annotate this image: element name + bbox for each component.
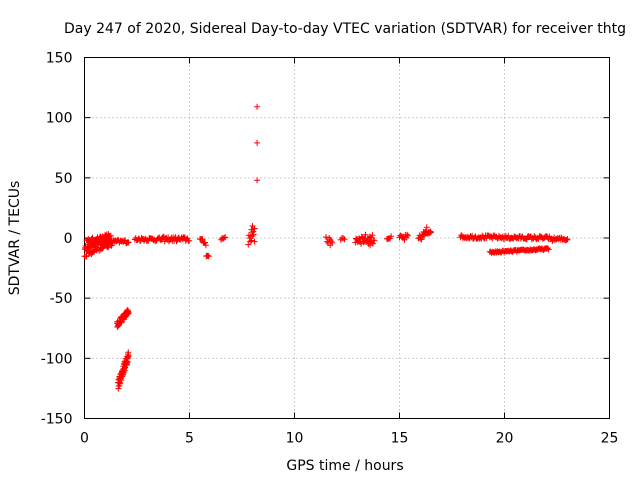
data-point <box>418 236 425 243</box>
y-tick-label: 0 <box>64 231 73 247</box>
data-point <box>199 236 206 243</box>
data-point <box>420 229 427 235</box>
data-point <box>564 236 571 243</box>
y-tick-label: -150 <box>41 412 73 428</box>
data-point <box>404 231 411 238</box>
data-point <box>254 177 261 184</box>
y-tick-label: -100 <box>41 351 73 367</box>
axis-ticks <box>84 57 610 419</box>
data-point <box>251 238 258 245</box>
x-tick-label: 10 <box>286 431 304 447</box>
data-point <box>388 233 395 240</box>
x-tick-label: 0 <box>80 431 89 447</box>
data-point <box>545 246 552 253</box>
y-tick-label: 150 <box>46 51 73 67</box>
data-point <box>248 226 255 233</box>
y-tick-label: 100 <box>46 111 73 127</box>
x-tick-label: 5 <box>185 431 194 447</box>
data-point <box>367 242 374 249</box>
x-axis-title: GPS time / hours <box>286 458 403 474</box>
x-tick-label: 25 <box>601 431 619 447</box>
data-point <box>106 232 113 239</box>
data-point <box>254 103 261 110</box>
data-point <box>125 239 132 246</box>
data-point <box>544 245 551 252</box>
data-point <box>327 242 334 249</box>
data-point <box>249 223 256 229</box>
y-tick-label: 50 <box>55 171 73 187</box>
data-point <box>117 380 124 387</box>
data-point <box>173 238 180 245</box>
data-point <box>404 232 411 239</box>
data-point <box>254 139 261 146</box>
data-point <box>340 235 347 242</box>
data-point <box>341 236 348 243</box>
x-tick-label: 15 <box>391 431 409 447</box>
data-point <box>125 309 132 316</box>
data-point <box>205 253 212 260</box>
data-point <box>423 224 430 231</box>
data-points <box>81 103 571 392</box>
data-point <box>362 231 369 238</box>
data-point <box>371 237 378 244</box>
data-point <box>563 236 570 243</box>
data-point <box>427 228 434 235</box>
data-point <box>205 252 211 259</box>
tick-labels: 0 5 10 15 20 25 -150 -100 -50 0 50 100 150 <box>41 51 619 447</box>
data-point <box>250 231 257 238</box>
data-point <box>186 237 193 244</box>
data-point <box>248 237 255 244</box>
data-point <box>323 234 329 241</box>
data-point <box>125 352 132 359</box>
data-point <box>101 236 108 243</box>
data-point <box>202 242 209 249</box>
x-tick-label: 20 <box>496 431 514 447</box>
data-point <box>428 229 434 236</box>
data-point <box>222 234 229 241</box>
data-point <box>369 232 376 239</box>
y-axis-title: SDTVAR / TECUs <box>7 181 23 296</box>
y-tick-label: -50 <box>50 291 73 307</box>
data-point <box>245 241 252 248</box>
data-point <box>85 244 92 251</box>
data-point <box>202 239 208 246</box>
chart-title: Day 247 of 2020, Sidereal Day-to-day VTE… <box>64 21 626 37</box>
